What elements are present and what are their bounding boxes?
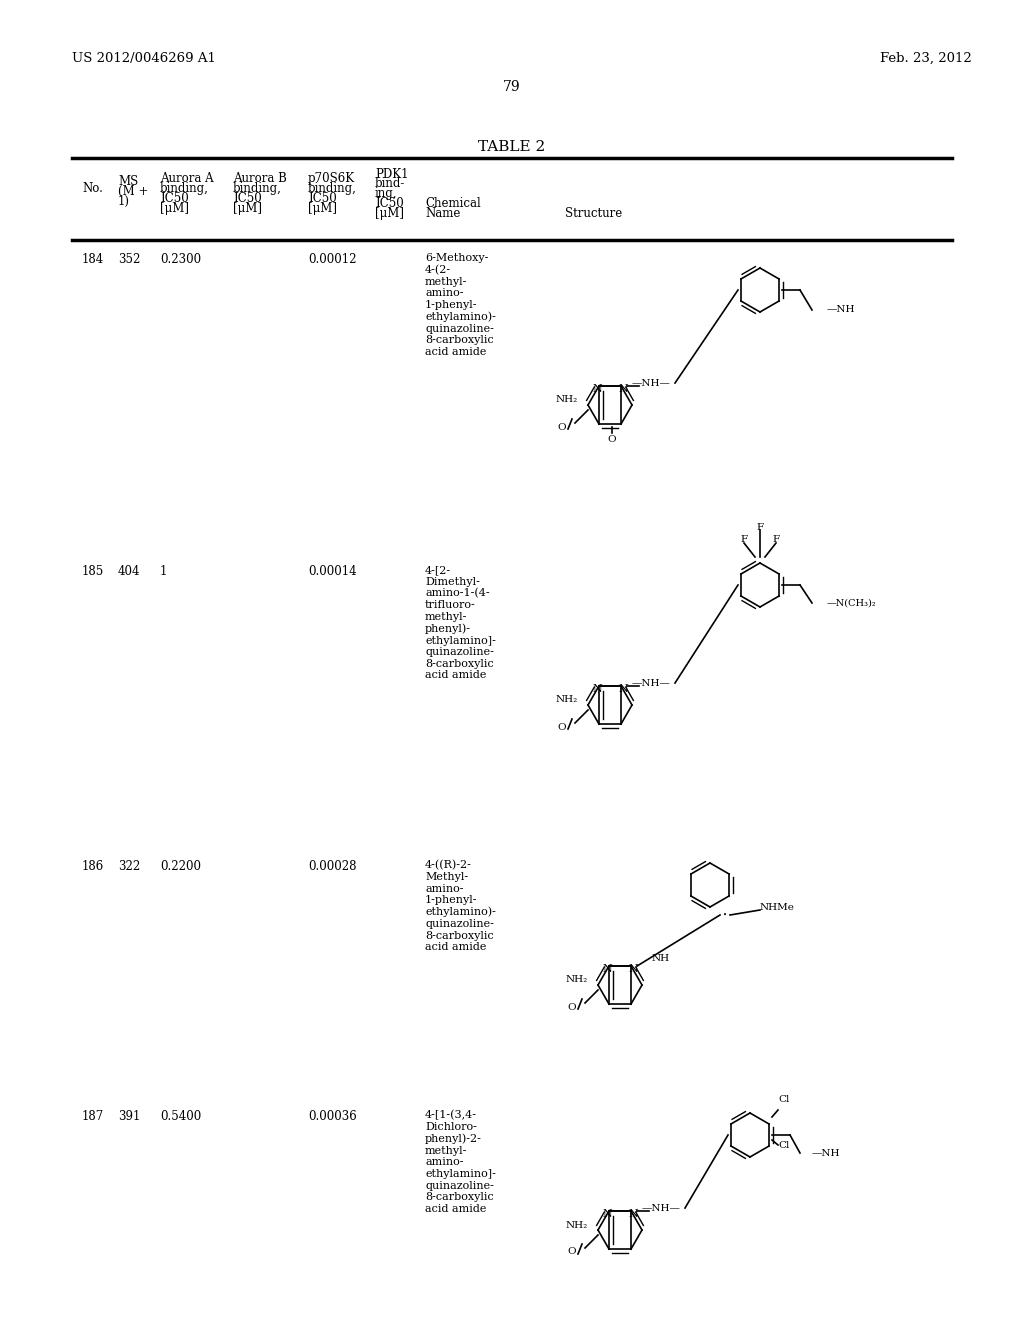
Text: O: O (567, 1247, 577, 1257)
Text: —NH—: —NH— (632, 678, 671, 688)
Text: [μM]: [μM] (308, 202, 337, 215)
Text: binding,: binding, (233, 182, 282, 195)
Text: Chemical: Chemical (425, 197, 480, 210)
Text: NHMe: NHMe (760, 903, 795, 912)
Text: N: N (592, 684, 602, 694)
Text: 0.2200: 0.2200 (160, 861, 201, 873)
Text: Aurora A: Aurora A (160, 172, 214, 185)
Text: IC50: IC50 (233, 191, 262, 205)
Text: 4-((R)-2-
Methyl-
amino-
1-phenyl-
ethylamino)-
quinazoline-
8-carboxylic
acid a: 4-((R)-2- Methyl- amino- 1-phenyl- ethyl… (425, 861, 496, 952)
Text: US 2012/0046269 A1: US 2012/0046269 A1 (72, 51, 216, 65)
Text: 79: 79 (503, 81, 521, 94)
Text: Structure: Structure (565, 207, 623, 220)
Text: 4-[1-(3,4-
Dichloro-
phenyl)-2-
methyl-
amino-
ethylamino]-
quinazoline-
8-carbo: 4-[1-(3,4- Dichloro- phenyl)-2- methyl- … (425, 1110, 496, 1214)
Text: 391: 391 (118, 1110, 140, 1123)
Text: (M +: (M + (118, 185, 148, 198)
Text: 322: 322 (118, 861, 140, 873)
Text: TABLE 2: TABLE 2 (478, 140, 546, 154)
Text: 4-[2-
Dimethyl-
amino-1-(4-
trifluoro-
methyl-
phenyl)-
ethylamino]-
quinazoline: 4-[2- Dimethyl- amino-1-(4- trifluoro- m… (425, 565, 496, 680)
Text: F: F (772, 536, 779, 544)
Text: 1): 1) (118, 195, 130, 209)
Text: MS: MS (118, 176, 138, 187)
Text: N: N (592, 384, 602, 395)
Text: N: N (618, 684, 628, 694)
Text: O: O (607, 436, 616, 445)
Text: N: N (618, 384, 628, 395)
Text: —NH—: —NH— (632, 379, 671, 388)
Text: bind-: bind- (375, 177, 406, 190)
Text: —NH: —NH (827, 305, 855, 314)
Text: Name: Name (425, 207, 461, 220)
Text: —NH—: —NH— (642, 1204, 680, 1213)
Text: NH₂: NH₂ (556, 396, 578, 404)
Text: —N(CH₃)₂: —N(CH₃)₂ (827, 598, 877, 607)
Text: F: F (757, 523, 764, 532)
Text: F: F (740, 536, 748, 544)
Text: O: O (558, 422, 566, 432)
Text: 0.2300: 0.2300 (160, 253, 201, 267)
Text: N: N (602, 964, 612, 974)
Text: 187: 187 (82, 1110, 104, 1123)
Text: ing,: ing, (375, 187, 397, 201)
Text: PDK1: PDK1 (375, 168, 409, 181)
Text: O: O (558, 722, 566, 731)
Text: [μM]: [μM] (233, 202, 262, 215)
Text: NH: NH (652, 953, 670, 962)
Text: —NH: —NH (812, 1148, 841, 1158)
Text: 0.00012: 0.00012 (308, 253, 356, 267)
Text: binding,: binding, (160, 182, 209, 195)
Text: N: N (628, 1209, 638, 1220)
Text: 0.00014: 0.00014 (308, 565, 356, 578)
Text: 6-Methoxy-
4-(2-
methyl-
amino-
1-phenyl-
ethylamino)-
quinazoline-
8-carboxylic: 6-Methoxy- 4-(2- methyl- amino- 1-phenyl… (425, 253, 496, 356)
Text: IC50: IC50 (375, 197, 403, 210)
Text: IC50: IC50 (308, 191, 337, 205)
Text: No.: No. (82, 182, 102, 195)
Text: 184: 184 (82, 253, 104, 267)
Text: binding,: binding, (308, 182, 357, 195)
Text: O: O (567, 1002, 577, 1011)
Text: 352: 352 (118, 253, 140, 267)
Text: NH₂: NH₂ (565, 1221, 588, 1229)
Text: 0.00036: 0.00036 (308, 1110, 356, 1123)
Text: Cl: Cl (778, 1140, 790, 1150)
Text: N: N (602, 1209, 612, 1220)
Text: 0.5400: 0.5400 (160, 1110, 202, 1123)
Text: Feb. 23, 2012: Feb. 23, 2012 (880, 51, 972, 65)
Text: NH₂: NH₂ (556, 696, 578, 705)
Text: 404: 404 (118, 565, 140, 578)
Text: [μM]: [μM] (375, 207, 404, 220)
Text: 1: 1 (160, 565, 167, 578)
Text: [μM]: [μM] (160, 202, 189, 215)
Text: IC50: IC50 (160, 191, 188, 205)
Text: 186: 186 (82, 861, 104, 873)
Text: NH₂: NH₂ (565, 975, 588, 985)
Text: Aurora B: Aurora B (233, 172, 287, 185)
Text: Cl: Cl (778, 1096, 790, 1105)
Text: p70S6K: p70S6K (308, 172, 355, 185)
Text: N: N (628, 964, 638, 974)
Text: •: • (723, 911, 727, 919)
Text: 185: 185 (82, 565, 104, 578)
Text: 0.00028: 0.00028 (308, 861, 356, 873)
